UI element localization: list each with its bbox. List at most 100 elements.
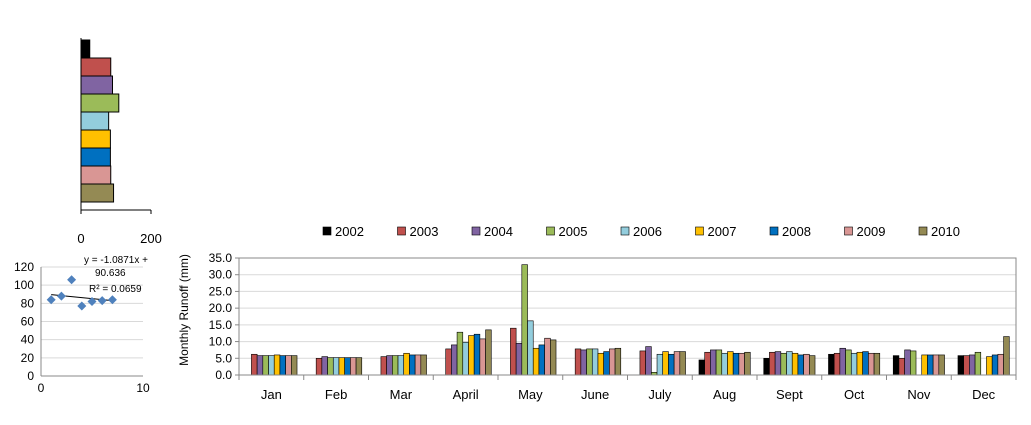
bar-Oct-2006 — [850, 352, 858, 376]
bar-Jan-2009 — [285, 355, 292, 376]
bar-July-2006 — [656, 353, 664, 376]
bar-Nov-2007 — [921, 354, 928, 376]
bar-Sept-2008 — [797, 354, 804, 376]
legend-label-2010: 2010 — [931, 224, 960, 239]
bar-May-2005 — [521, 264, 528, 376]
bar-Aug-2002 — [698, 359, 705, 376]
bar-May-2008 — [538, 344, 545, 376]
bar-Nov-2004 — [904, 349, 911, 376]
hbar-bar-2004 — [80, 75, 113, 95]
bar-Dec-2005 — [974, 351, 982, 376]
scatter-point — [46, 295, 56, 305]
legend-swatch-2010 — [918, 226, 928, 236]
bar-Mar-2003 — [380, 356, 387, 376]
bar-Sept-2009 — [803, 353, 810, 376]
bar-Sept-2006 — [786, 351, 793, 376]
bar-April-2004 — [451, 344, 458, 376]
bar-Jan-2003 — [251, 353, 258, 376]
bar-Jan-2010 — [291, 355, 298, 376]
legend-swatch-2003 — [397, 226, 406, 236]
scatter-y-tick-label: 120 — [14, 260, 34, 274]
bar-Sept-2010 — [809, 355, 816, 376]
x-tick-label: May — [518, 387, 543, 402]
y-tick-label: 35.0 — [209, 251, 233, 265]
hbar-bar-2003 — [80, 57, 112, 77]
bar-Sept-2004 — [774, 351, 782, 376]
y-tick-label: 30.0 — [209, 268, 233, 282]
bar-Dec-2007 — [986, 356, 993, 376]
bar-April-2010 — [485, 329, 492, 376]
bar-Feb-2007 — [338, 357, 345, 376]
bar-May-2010 — [550, 339, 557, 376]
y-axis-label: Monthly Runoff (mm) — [177, 254, 191, 366]
y-tick-label: 0.0 — [215, 368, 232, 382]
legend-label-2008: 2008 — [782, 224, 811, 239]
bar-Mar-2008 — [409, 354, 416, 376]
trend-equation-line2: 90.636 — [95, 268, 126, 279]
scatter-point — [77, 301, 87, 311]
bar-Aug-2008 — [732, 352, 740, 376]
bar-June-2005 — [586, 348, 593, 376]
legend-label-2007: 2007 — [708, 224, 737, 239]
legend-label-2005: 2005 — [559, 224, 588, 239]
x-tick-label: April — [453, 387, 479, 402]
bar-Dec-2003 — [963, 355, 970, 376]
bar-May-2003 — [510, 327, 517, 376]
legend: 2002 2003 2004 2005 2006 2007 2008 2009 2010 — [322, 224, 960, 239]
bar-July-2008 — [668, 353, 675, 376]
bar-Nov-2003 — [898, 357, 905, 376]
bar-Aug-2007 — [727, 351, 734, 376]
bar-Aug-2009 — [738, 352, 745, 376]
legend-swatch-2004 — [471, 226, 481, 236]
trend-equation-line1: y = -1.0871x + — [84, 255, 148, 266]
bar-June-2004 — [580, 349, 587, 376]
y-tick-label: 20.0 — [209, 301, 233, 315]
bar-Nov-2009 — [932, 354, 940, 376]
bar-Dec-2010 — [1003, 336, 1010, 376]
bar-Feb-2008 — [344, 357, 351, 376]
bar-Aug-2003 — [704, 351, 711, 376]
bar-June-2003 — [574, 348, 582, 376]
y-tick-label: 25.0 — [209, 284, 233, 298]
bar-Nov-2002 — [892, 355, 900, 376]
bar-Jan-2008 — [279, 355, 286, 376]
bar-Oct-2010 — [873, 352, 881, 376]
x-tick-label: Sept — [776, 387, 803, 402]
bar-Sept-2005 — [780, 352, 787, 376]
monthly-runoff-chart: 2002 2003 2004 2005 2006 2007 2008 2009 2010 Mon… — [177, 224, 1017, 402]
x-tick-label: Dec — [972, 387, 996, 402]
bar-July-2009 — [673, 351, 681, 376]
bar-Mar-2010 — [420, 354, 427, 376]
bar-Nov-2010 — [938, 354, 945, 376]
bar-Oct-2002 — [828, 353, 835, 376]
x-tick-label: Feb — [325, 387, 347, 402]
scatter-y-tick-label: 60 — [21, 315, 35, 329]
hbar-bar-2010 — [80, 183, 115, 203]
bar-Aug-2010 — [744, 351, 751, 376]
bar-April-2006 — [462, 341, 469, 376]
bar-Oct-2005 — [845, 349, 852, 376]
bar-Dec-2009 — [997, 353, 1004, 376]
bar-June-2008 — [603, 351, 610, 376]
hbar-bar-2008 — [80, 147, 111, 167]
bar-Aug-2006 — [721, 352, 728, 376]
bar-July-2003 — [639, 350, 646, 376]
bar-May-2006 — [527, 320, 534, 376]
scatter-point — [97, 296, 107, 306]
hbar-bar-2006 — [80, 111, 110, 131]
bar-April-2009 — [479, 338, 486, 376]
bar-July-2007 — [662, 351, 669, 376]
plot-area-border — [238, 257, 1017, 376]
bar-Feb-2009 — [350, 357, 357, 376]
scatter-y-tick-label: 0 — [27, 369, 34, 383]
legend-label-2006: 2006 — [633, 224, 662, 239]
legend-swatch-2009 — [844, 226, 853, 236]
bar-July-2004 — [645, 346, 652, 376]
trend-scatter-chart: 0 20 40 60 80 100 120 0 10 y = -1.0871x + 90.636… — [14, 255, 150, 395]
r-squared-label: R² = 0.0659 — [89, 284, 142, 295]
bar-July-2010 — [679, 351, 686, 376]
bar-Nov-2008 — [927, 354, 934, 376]
bar-Aug-2004 — [710, 349, 717, 376]
hbar-bar-2005 — [80, 93, 120, 113]
scatter-x-tick-label: 0 — [38, 381, 45, 395]
